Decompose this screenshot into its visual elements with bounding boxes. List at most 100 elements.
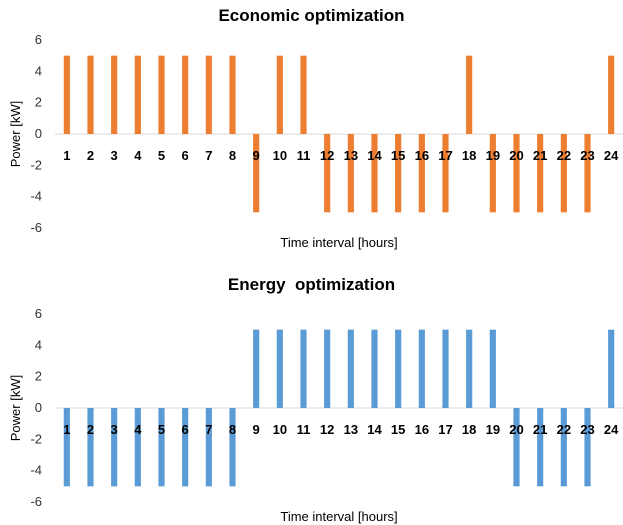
x-tick-label: 5 [158, 422, 165, 437]
bar [513, 134, 520, 213]
x-axis-title: Time interval [hours] [280, 509, 397, 524]
energy-optimization-chart: Energy optimization 6 4 2 0 -2 -4 -6 1 2 3 4 5 6 7 8 9 1… [0, 262, 623, 525]
y-tick-label: 2 [35, 369, 42, 384]
bar [229, 408, 236, 487]
x-tick-label: 8 [229, 148, 236, 163]
x-tick-label: 22 [557, 422, 571, 437]
bar [442, 329, 449, 408]
bar [253, 329, 260, 408]
x-axis-title: Time interval [hours] [280, 235, 397, 250]
bar [442, 134, 449, 213]
x-tick-label: 18 [462, 148, 476, 163]
x-tick-label: 14 [367, 422, 382, 437]
bar [466, 55, 473, 134]
bar [560, 134, 567, 213]
bar [324, 134, 331, 213]
x-tick-label: 13 [344, 148, 358, 163]
chart-title: Economic optimization [218, 6, 405, 25]
bar [87, 408, 94, 487]
economic-optimization-chart: Economic optimization 6 4 2 0 -2 -4 -6 1 2 3 4 5 6 7 8… [0, 0, 623, 262]
bar [584, 134, 591, 213]
x-tick-label: 16 [415, 422, 429, 437]
x-tick-label: 9 [253, 148, 260, 163]
x-tick-label: 9 [253, 422, 260, 437]
x-tick-label: 2 [87, 422, 94, 437]
x-tick-label: 15 [391, 148, 405, 163]
bar [466, 329, 473, 408]
y-tick-label: 4 [35, 63, 42, 78]
x-tick-label: 8 [229, 422, 236, 437]
y-tick-label: 0 [35, 400, 42, 415]
x-tick-label: 7 [205, 148, 212, 163]
bar [537, 408, 544, 487]
x-tick-label: 7 [205, 422, 212, 437]
bar [347, 329, 354, 408]
x-tick-label: 4 [134, 422, 142, 437]
x-tick-label: 21 [533, 148, 547, 163]
bar [537, 134, 544, 213]
y-axis-title: Power [kW] [8, 101, 23, 167]
x-tick-label: 12 [320, 422, 334, 437]
y-tick-label: -2 [30, 431, 42, 446]
bar [111, 55, 118, 134]
bar [608, 55, 615, 134]
bar [418, 134, 425, 213]
y-tick-label: -4 [30, 463, 42, 478]
y-tick-label: 6 [35, 306, 42, 321]
x-tick-label: 16 [415, 148, 429, 163]
bar [489, 134, 496, 213]
bar [584, 408, 591, 487]
bar [418, 329, 425, 408]
bar [63, 55, 70, 134]
bar [608, 329, 615, 408]
x-tick-label: 1 [63, 148, 70, 163]
x-tick-label: 23 [580, 148, 594, 163]
bar [300, 329, 307, 408]
bar [63, 408, 70, 487]
x-tick-label: 2 [87, 148, 94, 163]
chart-title: Energy optimization [227, 275, 396, 294]
bar [395, 329, 402, 408]
x-tick-label: 6 [182, 148, 189, 163]
bar [276, 329, 283, 408]
bar [158, 408, 165, 487]
x-tick-label: 14 [367, 148, 382, 163]
y-axis-title: Power [kW] [8, 375, 23, 441]
bar [347, 134, 354, 213]
x-tick-label: 3 [111, 422, 118, 437]
bar [182, 55, 189, 134]
bar [205, 55, 212, 134]
y-tick-label: 0 [35, 126, 42, 141]
x-tick-label: 22 [557, 148, 571, 163]
x-tick-label: 18 [462, 422, 476, 437]
bar [182, 408, 189, 487]
x-tick-label: 17 [438, 422, 452, 437]
bar [158, 55, 165, 134]
x-tick-label: 13 [344, 422, 358, 437]
bar [560, 408, 567, 487]
bar [276, 55, 283, 134]
y-tick-label: 4 [35, 337, 42, 352]
bar [395, 134, 402, 213]
x-tick-label: 24 [604, 422, 619, 437]
x-tick-label: 11 [297, 422, 311, 437]
x-tick-label: 24 [604, 148, 619, 163]
bar [513, 408, 520, 487]
bar [371, 329, 378, 408]
bar [205, 408, 212, 487]
x-tick-label: 10 [273, 148, 287, 163]
bar [371, 134, 378, 213]
x-tick-label: 20 [509, 422, 523, 437]
x-tick-label: 15 [391, 422, 405, 437]
bar [134, 55, 141, 134]
y-tick-label: -6 [30, 220, 42, 235]
y-tick-label: -4 [30, 189, 42, 204]
bar [300, 55, 307, 134]
x-tick-label: 23 [580, 422, 594, 437]
x-tick-label: 11 [297, 148, 311, 163]
bar [489, 329, 496, 408]
y-tick-label: 2 [35, 95, 42, 110]
x-tick-label: 1 [63, 422, 70, 437]
